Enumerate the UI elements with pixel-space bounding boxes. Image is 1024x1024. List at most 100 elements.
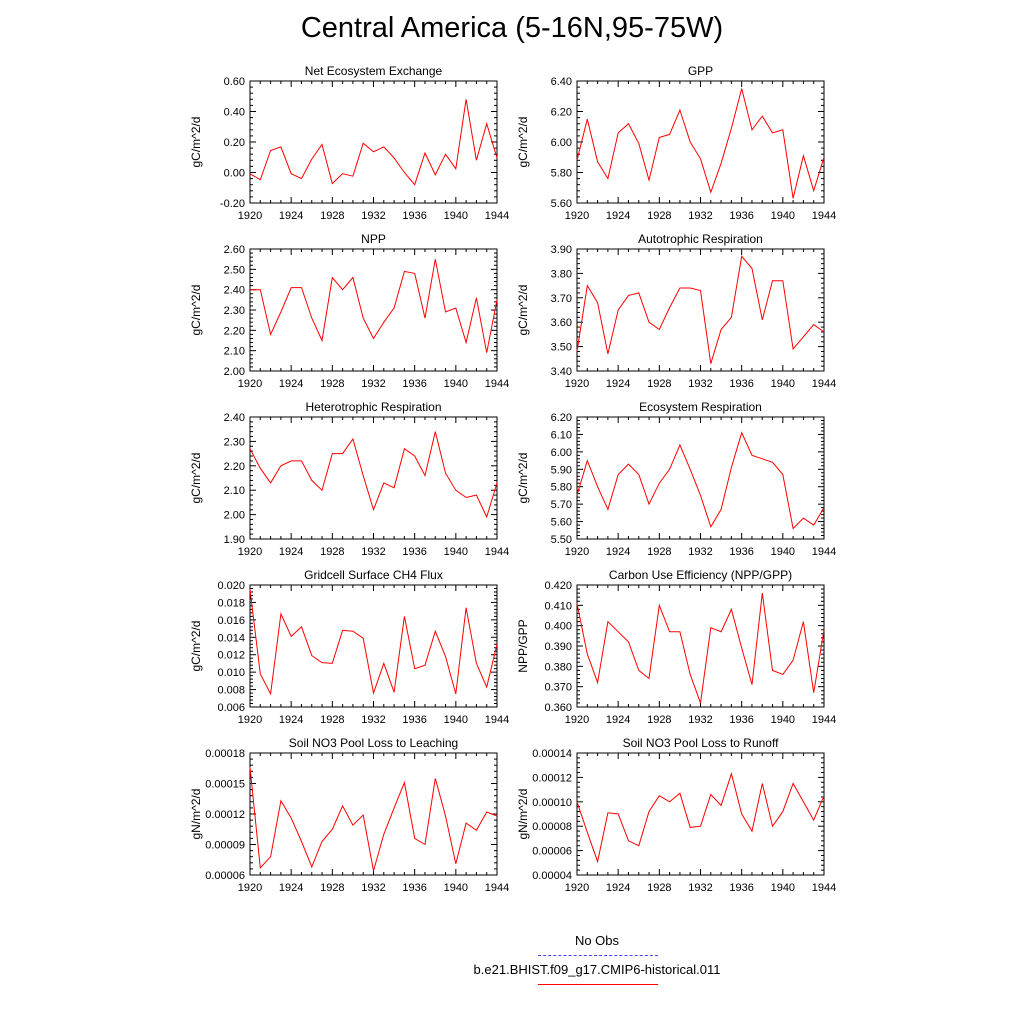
y-tick-label: 0.00012	[532, 772, 572, 784]
y-tick-label: 0.420	[544, 580, 572, 592]
plot-frame	[576, 80, 825, 204]
x-tick-label: 1928	[647, 378, 671, 390]
chart-panel-2: GPP 5.60 5.80 6.00 6.20 6.40 1920 1924 1928 1932 1…	[516, 64, 836, 222]
chart-panel-6: Ecosystem Respiration 5.50 5.60 5.70 5.80 5.9…	[516, 400, 836, 558]
y-axis-label: gN/m^2/d	[189, 789, 203, 840]
panel-title: Soil NO3 Pool Loss to Leaching	[289, 736, 458, 750]
legend-model-line	[538, 984, 658, 985]
y-tick-label: 3.40	[551, 366, 572, 378]
x-tick-label: 1924	[606, 378, 630, 390]
panel-title: NPP	[361, 232, 386, 246]
y-tick-label: 0.018	[217, 597, 245, 609]
y-tick-label: 2.30	[224, 436, 245, 448]
panel-title: Heterotrophic Respiration	[305, 400, 441, 414]
x-tick-label: 1944	[485, 378, 509, 390]
x-tick-label: 1928	[647, 210, 671, 222]
y-tick-label: 0.012	[217, 650, 245, 662]
x-tick-label: 1936	[729, 378, 753, 390]
x-tick-label: 1940	[444, 546, 468, 558]
x-tick-label: 1920	[565, 882, 589, 894]
x-tick-label: 1924	[606, 882, 630, 894]
x-tick-label: 1924	[279, 882, 303, 894]
x-tick-label: 1924	[279, 378, 303, 390]
x-tick-label: 1920	[238, 714, 262, 726]
series-line	[249, 99, 498, 186]
y-tick-label: 5.50	[551, 534, 572, 546]
x-tick-label: 1944	[485, 882, 509, 894]
y-tick-label: 2.20	[224, 325, 245, 337]
series-line	[576, 431, 825, 530]
series-line	[576, 88, 825, 199]
x-tick-label: 1932	[688, 882, 712, 894]
y-tick-label: 3.50	[551, 342, 572, 354]
y-tick-label: 6.00	[551, 137, 572, 149]
y-tick-label: 0.60	[224, 76, 245, 88]
series-line	[250, 259, 498, 353]
y-axis-label: gC/m^2/d	[516, 117, 530, 168]
y-tick-label: 0.00006	[532, 846, 572, 858]
x-tick-label: 1920	[238, 378, 262, 390]
x-tick-label: 1932	[688, 714, 712, 726]
y-tick-label: 0.390	[544, 641, 572, 653]
y-tick-label: 6.00	[551, 447, 572, 459]
x-tick-label: 1940	[771, 210, 795, 222]
x-tick-label: 1932	[688, 378, 712, 390]
chart-panel-7: Gridcell Surface CH4 Flux 0.006 0.008 0.010…	[189, 568, 509, 726]
y-axis-label: gC/m^2/d	[189, 117, 203, 168]
chart-panel-4: Autotrophic Respiration 3.40 3.50 3.60 3.70 3…	[516, 232, 836, 390]
y-tick-label: 0.00012	[205, 809, 245, 821]
legend-model-label: b.e21.BHIST.f09_g17.CMIP6-historical.011	[473, 962, 721, 977]
x-tick-label: 1928	[647, 882, 671, 894]
x-tick-label: 1920	[565, 378, 589, 390]
y-tick-label: 0.00015	[205, 779, 245, 791]
x-tick-label: 1936	[729, 546, 753, 558]
x-tick-label: 1920	[565, 714, 589, 726]
y-tick-label: 2.60	[224, 244, 245, 256]
x-tick-label: 1940	[771, 546, 795, 558]
x-tick-label: 1924	[606, 546, 630, 558]
series-line	[576, 255, 825, 364]
panel-title: Ecosystem Respiration	[639, 400, 762, 414]
x-tick-label: 1944	[812, 882, 836, 894]
x-tick-label: 1928	[320, 882, 344, 894]
x-tick-label: 1932	[361, 546, 385, 558]
panel-title: Autotrophic Respiration	[638, 232, 763, 246]
x-tick-label: 1940	[771, 882, 795, 894]
y-tick-label: 0.00010	[532, 797, 572, 809]
y-tick-label: 5.80	[551, 482, 572, 494]
x-tick-label: 1928	[320, 378, 344, 390]
y-tick-label: 5.60	[551, 198, 572, 210]
x-tick-label: 1920	[565, 546, 589, 558]
chart-panel-9: Soil NO3 Pool Loss to Leaching 0.00006 0.0…	[189, 736, 509, 894]
y-tick-label: 0.016	[217, 615, 245, 627]
x-tick-label: 1932	[361, 714, 385, 726]
x-tick-label: 1936	[402, 210, 426, 222]
y-tick-label: 3.90	[551, 244, 572, 256]
y-tick-label: 2.20	[224, 461, 245, 473]
y-tick-label: 0.00006	[205, 870, 245, 882]
y-tick-label: 0.380	[544, 661, 572, 673]
y-axis-label: gC/m^2/d	[516, 453, 530, 504]
plot-frame	[576, 584, 825, 708]
x-tick-label: 1928	[647, 714, 671, 726]
x-tick-label: 1936	[729, 210, 753, 222]
series-line	[249, 767, 498, 872]
panel-title: Net Ecosystem Exchange	[305, 64, 443, 78]
x-tick-label: 1920	[238, 882, 262, 894]
legend-obs-line	[538, 955, 658, 956]
x-tick-label: 1920	[238, 210, 262, 222]
y-tick-label: 0.400	[544, 621, 572, 633]
x-tick-label: 1944	[485, 210, 509, 222]
chart-panel-8: Carbon Use Efficiency (NPP/GPP) 0.360 0.37…	[516, 568, 836, 726]
y-tick-label: 2.00	[224, 510, 245, 522]
y-tick-label: 0.20	[224, 137, 245, 149]
plot-frame	[249, 752, 498, 876]
x-tick-label: 1928	[647, 546, 671, 558]
series-line	[249, 589, 498, 696]
y-axis-label: gN/m^2/d	[516, 789, 530, 840]
panel-title: Carbon Use Efficiency (NPP/GPP)	[609, 568, 792, 582]
plot-frame	[576, 416, 825, 540]
x-tick-label: 1932	[688, 210, 712, 222]
x-tick-label: 1932	[361, 378, 385, 390]
